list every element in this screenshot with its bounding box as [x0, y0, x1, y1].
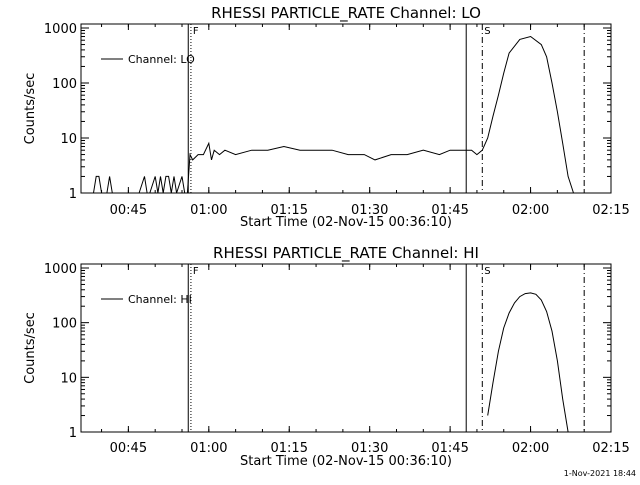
- chart2-axes-frame: [80, 263, 612, 433]
- chart1-ytick-label: 1: [69, 187, 77, 202]
- chart1-axes-frame: [80, 23, 612, 194]
- chart2-marker-label: F: [193, 266, 199, 277]
- chart2-xtick-label: 01:00: [190, 441, 227, 456]
- chart2-group: RHESSI PARTICLE_RATE Channel: HI 00:45 01:…: [23, 244, 630, 469]
- chart2-xlabel: Start Time (02-Nov-15 00:36:10): [240, 454, 452, 469]
- chart2-xtick-label: 01:15: [271, 441, 308, 456]
- chart2-marker-label: S: [484, 266, 490, 277]
- chart1-ytick-label: 100: [52, 77, 77, 92]
- chart2-title: RHESSI PARTICLE_RATE Channel: HI: [213, 244, 479, 263]
- chart2-xtick-label: 00:45: [110, 441, 147, 456]
- chart2-ytick-label: 1000: [44, 262, 77, 277]
- chart1-ytick-label: 1000: [44, 22, 77, 37]
- chart2-xtick-label: 01:30: [351, 441, 388, 456]
- chart2-ytick-label: 1: [69, 426, 77, 441]
- chart2-xtick-label: 01:45: [431, 441, 468, 456]
- chart1-title: RHESSI PARTICLE_RATE Channel: LO: [211, 4, 481, 23]
- chart1-xtick-label: 01:15: [271, 203, 308, 218]
- chart1-xtick-label: 00:45: [110, 203, 147, 218]
- chart2-ylabel: Counts/sec: [23, 312, 38, 384]
- chart2-ytick-label: 100: [52, 317, 77, 332]
- chart1-series-line: [90, 35, 574, 194]
- chart1-marker-label: S: [484, 26, 490, 37]
- chart1-xlabel: Start Time (02-Nov-15 00:36:10): [240, 215, 452, 230]
- chart1-xtick-label: 01:00: [190, 203, 227, 218]
- chart1-xtick-label: 02:15: [592, 203, 629, 218]
- chart1-ylabel: Counts/sec: [23, 73, 38, 145]
- chart1-ytick-label: 10: [60, 132, 77, 147]
- chart2-xtick-label: 02:00: [512, 441, 549, 456]
- chart1-xtick-label: 01:30: [351, 203, 388, 218]
- chart1-legend-label: Channel: LO: [128, 53, 195, 66]
- chart2-xtick-label: 02:15: [592, 441, 629, 456]
- chart1-group: RHESSI PARTICLE_RATE Channel: LO 00:45 01:…: [23, 4, 630, 230]
- chart2-legend-label: Channel: HI: [128, 293, 192, 306]
- chart2-ytick-label: 10: [60, 371, 77, 386]
- chart1-marker-label: F: [193, 26, 199, 37]
- chart2-series-line: [487, 292, 569, 433]
- chart1-xtick-label: 02:00: [512, 203, 549, 218]
- footer-timestamp: 1-Nov-2021 18:44: [563, 469, 636, 478]
- chart1-xtick-label: 01:45: [431, 203, 468, 218]
